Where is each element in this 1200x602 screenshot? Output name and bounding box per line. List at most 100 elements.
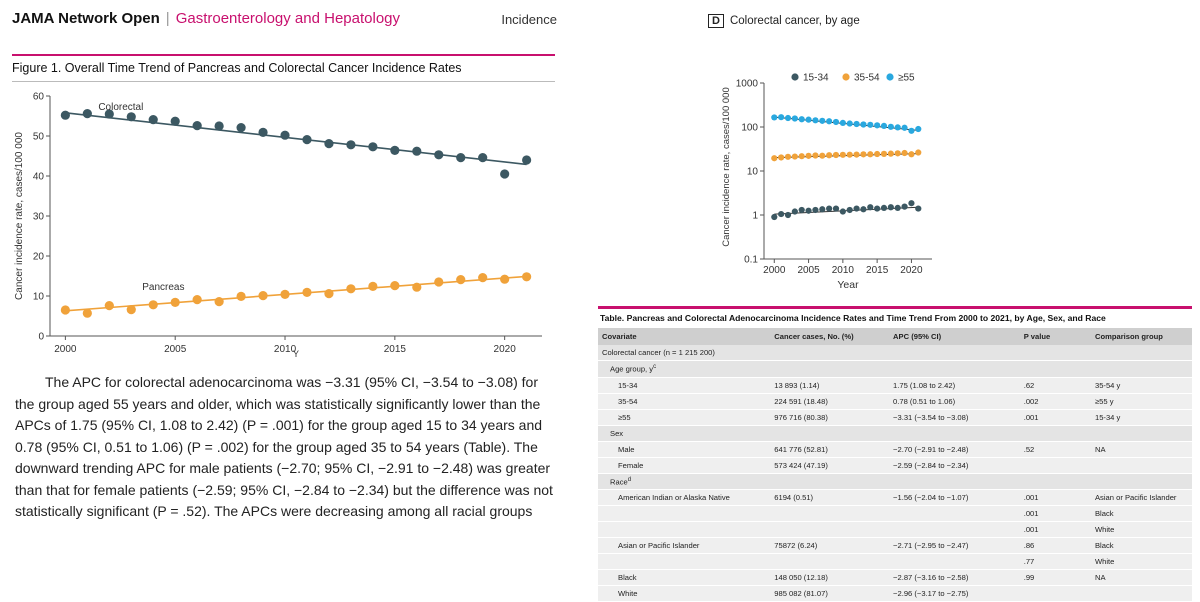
cell-cases: 641 776 (52.81) <box>770 441 890 458</box>
cell-apc: −2.70 (−2.91 to −2.48) <box>889 441 1020 458</box>
panel-d-label: D Colorectal cancer, by age <box>708 14 860 28</box>
cell-text: Male <box>618 444 635 454</box>
data-point-age-0 <box>894 204 901 211</box>
data-point-age-2 <box>908 127 915 134</box>
data-point-age-2 <box>874 122 881 129</box>
data-point-colorectal <box>258 127 268 137</box>
data-point-age-1 <box>771 155 778 162</box>
data-point-age-1 <box>880 150 888 157</box>
data-point-age-0 <box>819 206 826 213</box>
cell-text: 641 776 (52.81) <box>774 444 828 454</box>
cell-p-value: .001 <box>1019 489 1091 507</box>
data-point-age-0 <box>853 205 860 212</box>
table-row: Black 148 050 (12.18) −2.87 (−3.16 to −2.5… <box>598 569 1192 587</box>
cell-text: −2.96 (−3.17 to −2.75) <box>893 589 969 599</box>
cell-apc <box>889 505 1020 523</box>
data-point-colorectal <box>368 142 378 152</box>
cell-text: 35-54 y <box>1094 380 1121 390</box>
cell-text: 985 082 (81.07) <box>774 589 828 599</box>
cell-p-value: .52 <box>1019 441 1091 458</box>
cell-covariate <box>598 521 771 539</box>
cell-cases <box>770 345 890 361</box>
data-point-age-1 <box>798 153 805 160</box>
cell-text: Colorectal cancer (n = 1 215 200) <box>602 348 715 357</box>
data-point-age-0 <box>846 206 853 214</box>
cell-text: 13 893 (1.14) <box>774 380 820 390</box>
cell-text: .62 <box>1023 380 1035 390</box>
header-rule <box>12 54 555 56</box>
data-point-pancreas <box>390 281 400 291</box>
cell-comparison <box>1090 585 1192 602</box>
cell-text: .52 <box>1023 444 1035 454</box>
cell-p-value: .001 <box>1019 505 1091 523</box>
data-point-age-1 <box>915 149 922 156</box>
data-point-age-0 <box>778 210 785 218</box>
cell-comparison: ≥55 y <box>1090 393 1192 410</box>
data-point-age-2 <box>887 123 894 130</box>
table-header: Covariate <box>598 328 771 345</box>
table-header: Comparison group <box>1090 328 1192 345</box>
table-header-row: Covariate Cancer cases, No. (%) APC (95%… <box>598 328 1192 345</box>
cell-apc <box>889 553 1020 571</box>
cell-covariate <box>598 505 771 523</box>
cell-apc <box>889 473 1020 491</box>
legend-label: ≥55 <box>898 73 915 84</box>
cell-text: American Indian or Alaska Native <box>618 493 730 503</box>
data-point-age-0 <box>867 204 874 211</box>
data-point-pancreas <box>236 291 246 301</box>
table-row: Sex <box>598 425 1192 442</box>
cell-comparison: Asian or Pacific Islander <box>1090 489 1192 507</box>
table-header: APC (95% CI) <box>889 328 1020 345</box>
data-point-colorectal <box>104 109 114 119</box>
cell-text: .86 <box>1023 541 1035 551</box>
cell-cases <box>770 360 890 378</box>
table-row: American Indian or Alaska Native 6194 (0.… <box>598 489 1192 507</box>
data-point-pancreas <box>522 272 532 282</box>
table-row: 15-34 13 893 (1.14) 1.75 (1.08 to 2.42) .62… <box>598 377 1192 394</box>
x-tick-label: 2005 <box>164 344 187 355</box>
y-tick-label: 0 <box>38 332 44 343</box>
table-row: Raced <box>598 473 1192 491</box>
trend-line <box>774 206 919 215</box>
cell-p-value <box>1019 360 1091 378</box>
panel-title: Colorectal cancer, by age <box>729 15 860 27</box>
data-point-colorectal <box>456 153 466 163</box>
figure-title: Figure 1. Overall Time Trend of Pancreas… <box>12 61 462 75</box>
legend-marker <box>842 73 850 81</box>
data-point-age-2 <box>791 115 798 122</box>
data-point-age-1 <box>894 150 901 157</box>
cell-text: 224 591 (18.48) <box>774 396 828 406</box>
cell-text: White <box>1094 557 1115 567</box>
data-point-age-2 <box>880 122 888 129</box>
data-point-age-2 <box>819 117 826 124</box>
table-row: .001 White <box>598 521 1192 539</box>
cell-apc: 1.75 (1.08 to 2.42) <box>889 377 1020 394</box>
data-point-age-2 <box>901 124 908 131</box>
data-table: Covariate Cancer cases, No. (%) APC (95%… <box>598 328 1192 602</box>
cell-covariate: Female <box>598 457 771 474</box>
cell-covariate: Raced <box>598 473 771 491</box>
data-point-age-1 <box>874 150 881 158</box>
data-point-pancreas <box>192 295 202 305</box>
cell-text: 148 050 (12.18) <box>774 573 828 583</box>
cell-text: 573 424 (47.19) <box>774 460 828 470</box>
cell-text: .77 <box>1023 557 1035 567</box>
cell-p-value: .002 <box>1019 393 1091 410</box>
cell-cases: 573 424 (47.19) <box>770 457 890 474</box>
cell-cases: 13 893 (1.14) <box>770 377 890 394</box>
data-point-colorectal <box>346 140 356 150</box>
main-trend-chart: 0 10 20 30 40 50 60 2000 2005 2010 2015 2020 Cancer … <box>14 92 542 359</box>
data-point-age-1 <box>826 152 833 159</box>
data-point-age-0 <box>791 208 798 215</box>
cell-p-value: .001 <box>1019 521 1091 539</box>
data-point-pancreas <box>368 281 378 291</box>
cell-text: White <box>1094 525 1115 535</box>
age-trend-chart: 0.1 1 10 100 1000 2000 2005 2010 2015 2020 Cancer … <box>721 73 932 291</box>
data-point-age-2 <box>867 121 874 128</box>
cell-cases: 985 082 (81.07) <box>770 585 890 602</box>
cell-comparison: 15-34 y <box>1090 409 1192 426</box>
data-point-colorectal <box>192 121 202 131</box>
cell-apc: −2.59 (−2.84 to −2.34) <box>889 457 1020 474</box>
trend-line <box>774 116 919 131</box>
data-point-age-0 <box>805 207 812 214</box>
